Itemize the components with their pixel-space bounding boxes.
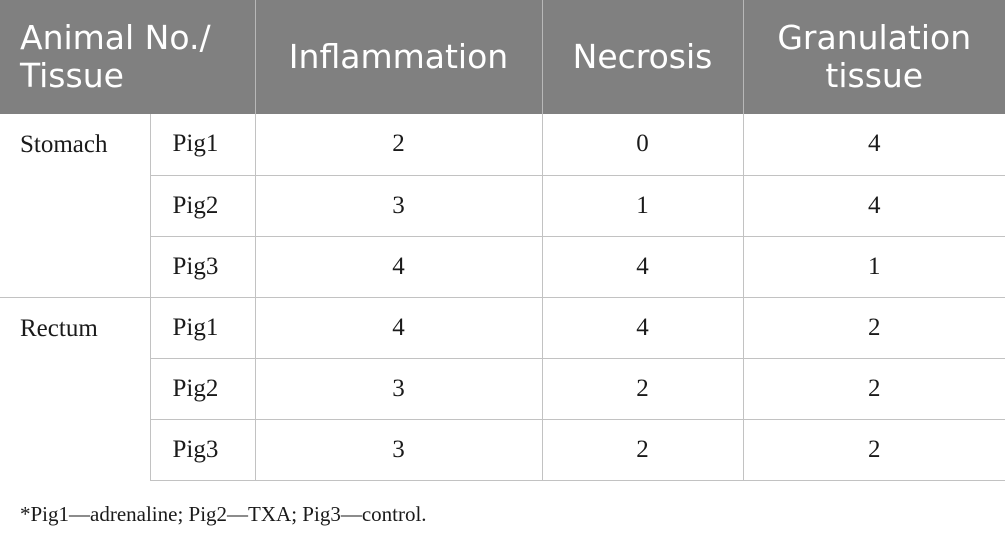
granulation-cell: 2 xyxy=(743,296,1005,358)
inflammation-cell: 2 xyxy=(255,114,543,175)
inflammation-cell: 4 xyxy=(255,235,543,297)
granulation-cell: 2 xyxy=(743,418,1005,481)
inflammation-cell: 4 xyxy=(255,296,543,358)
header-row: Animal No./ Tissue Inflammation Necrosis… xyxy=(0,0,1005,114)
granulation-cell: 1 xyxy=(743,235,1005,297)
animal-cell: Pig2 xyxy=(150,174,256,236)
header-inflammation: Inflammation xyxy=(255,0,543,114)
table-body: Stomach Pig1 2 0 4 Pig2 3 1 4 Pig3 4 4 1… xyxy=(0,114,1005,481)
tissue-stomach: Stomach xyxy=(0,114,151,297)
table-row: Pig3 4 4 1 xyxy=(0,235,1005,297)
granulation-cell: 2 xyxy=(743,357,1005,419)
table-footnote: *Pig1—adrenaline; Pig2—TXA; Pig3—control… xyxy=(20,502,427,526)
animal-cell: Pig3 xyxy=(150,418,256,481)
header-granulation-tissue: Granulation tissue xyxy=(743,0,1005,114)
necrosis-cell: 2 xyxy=(542,357,744,419)
granulation-cell: 4 xyxy=(868,130,881,158)
granulation-cell: 4 xyxy=(743,174,1005,236)
necrosis-cell: 4 xyxy=(542,296,744,358)
header-animal-tissue: Animal No./ Tissue xyxy=(0,0,256,114)
table-row: Pig2 3 2 2 xyxy=(0,357,1005,419)
inflammation-cell: 3 xyxy=(255,418,543,481)
animal-cell: Pig1 xyxy=(150,296,256,358)
table-row: Rectum Pig1 4 4 2 xyxy=(0,296,1005,480)
table-row: Pig2 3 1 4 xyxy=(0,174,1005,236)
necrosis-cell: 4 xyxy=(542,235,744,297)
inflammation-cell: 3 xyxy=(255,174,543,236)
inflammation-cell: 3 xyxy=(255,357,543,419)
necrosis-cell: 2 xyxy=(542,418,744,481)
scores-table: Animal No./ Tissue Inflammation Necrosis… xyxy=(0,0,1005,481)
header-necrosis: Necrosis xyxy=(542,0,744,114)
necrosis-cell: 1 xyxy=(542,174,744,236)
tissue-rectum: Rectum xyxy=(0,296,151,480)
table-header: Animal No./ Tissue Inflammation Necrosis… xyxy=(0,0,1005,114)
table-row: Pig3 3 2 2 xyxy=(0,418,1005,481)
animal-cell: Pig3 xyxy=(150,235,256,297)
table-row: Stomach Pig1 2 0 4 xyxy=(0,114,1005,297)
necrosis-cell: 0 xyxy=(542,114,744,175)
animal-cell: Pig1 xyxy=(150,114,256,175)
animal-cell: Pig2 xyxy=(150,357,256,419)
